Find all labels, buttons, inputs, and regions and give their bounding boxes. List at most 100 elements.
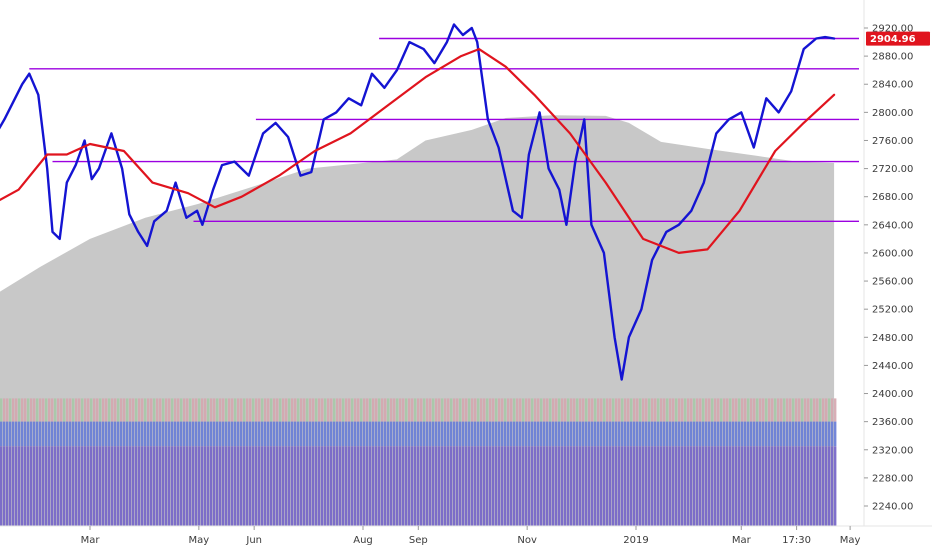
volume-bar bbox=[189, 398, 192, 422]
volume-bar bbox=[534, 421, 537, 447]
volume-bar bbox=[63, 446, 66, 527]
volume-bar bbox=[369, 421, 372, 447]
volume-bar bbox=[321, 398, 324, 422]
volume-bar bbox=[825, 421, 828, 447]
volume-bar bbox=[60, 421, 63, 447]
volume-bar bbox=[522, 421, 525, 447]
volume-bar bbox=[54, 398, 57, 422]
volume-bar bbox=[435, 446, 438, 527]
volume-bar bbox=[87, 398, 90, 422]
volume-bar bbox=[375, 421, 378, 447]
volume-bar bbox=[33, 446, 36, 527]
volume-bar bbox=[372, 421, 375, 447]
volume-bar bbox=[540, 421, 543, 447]
volume-bar bbox=[609, 421, 612, 447]
volume-bar bbox=[384, 421, 387, 447]
volume-bar bbox=[255, 398, 258, 422]
volume-bar bbox=[12, 398, 15, 422]
volume-bar bbox=[555, 421, 558, 447]
volume-bar bbox=[591, 421, 594, 447]
volume-bar bbox=[180, 421, 183, 447]
volume-bar bbox=[276, 421, 279, 447]
volume-bar bbox=[564, 421, 567, 447]
volume-bar bbox=[729, 398, 732, 422]
volume-bar bbox=[780, 398, 783, 422]
volume-bar bbox=[756, 446, 759, 527]
volume-bar bbox=[57, 398, 60, 422]
volume-bar bbox=[246, 446, 249, 527]
volume-bar bbox=[684, 398, 687, 422]
volume-bar bbox=[579, 446, 582, 527]
volume-bar bbox=[633, 446, 636, 527]
volume-bar bbox=[393, 398, 396, 422]
volume-bar bbox=[405, 446, 408, 527]
volume-bar bbox=[495, 398, 498, 422]
volume-bar bbox=[567, 446, 570, 527]
volume-bar bbox=[792, 398, 795, 422]
volume-bar bbox=[192, 398, 195, 422]
volume-bar bbox=[798, 446, 801, 527]
volume-bar bbox=[741, 398, 744, 422]
volume-bar bbox=[828, 446, 831, 527]
volume-bar bbox=[132, 398, 135, 422]
volume-bar bbox=[786, 421, 789, 447]
volume-bar bbox=[726, 398, 729, 422]
volume-bar bbox=[825, 398, 828, 422]
volume-bar bbox=[531, 446, 534, 527]
volume-bar bbox=[198, 446, 201, 527]
volume-bar bbox=[102, 446, 105, 527]
volume-bar bbox=[573, 421, 576, 447]
volume-bar bbox=[144, 446, 147, 527]
x-tick-label: Mar bbox=[732, 535, 752, 546]
volume-bar bbox=[306, 398, 309, 422]
volume-bar bbox=[492, 421, 495, 447]
volume-bar bbox=[525, 421, 528, 447]
volume-bar bbox=[420, 446, 423, 527]
volume-bar bbox=[24, 398, 27, 422]
last-price-label: 2904.96 bbox=[870, 34, 916, 45]
volume-bar bbox=[471, 421, 474, 447]
volume-bar bbox=[21, 421, 24, 447]
volume-bar bbox=[165, 398, 168, 422]
volume-bar bbox=[432, 446, 435, 527]
volume-bar bbox=[249, 398, 252, 422]
volume-bar bbox=[129, 398, 132, 422]
plot-area bbox=[0, 23, 859, 527]
volume-bar bbox=[633, 398, 636, 422]
volume-bar bbox=[156, 421, 159, 447]
volume-bar bbox=[786, 446, 789, 527]
volume-bar bbox=[267, 446, 270, 527]
volume-bar bbox=[768, 446, 771, 527]
volume-bar bbox=[462, 398, 465, 422]
volume-bar bbox=[648, 446, 651, 527]
volume-bar bbox=[342, 398, 345, 422]
volume-bar bbox=[9, 421, 12, 447]
volume-bar bbox=[636, 421, 639, 447]
volume-bar bbox=[831, 446, 834, 527]
volume-bar bbox=[501, 421, 504, 447]
volume-bar bbox=[738, 446, 741, 527]
volume-bar bbox=[315, 446, 318, 527]
volume-bar bbox=[129, 421, 132, 447]
volume-bar bbox=[558, 398, 561, 422]
volume-bar bbox=[696, 421, 699, 447]
volume-bar bbox=[69, 446, 72, 527]
volume-bar bbox=[528, 446, 531, 527]
volume-bar bbox=[18, 446, 21, 527]
volume-bar bbox=[231, 398, 234, 422]
volume-bar bbox=[729, 446, 732, 527]
volume-bar bbox=[537, 421, 540, 447]
volume-bar bbox=[588, 398, 591, 422]
volume-bar bbox=[378, 398, 381, 422]
volume-bar bbox=[75, 446, 78, 527]
volume-bar bbox=[81, 446, 84, 527]
volume-bar bbox=[390, 398, 393, 422]
volume-bar bbox=[489, 421, 492, 447]
volume-bar bbox=[525, 398, 528, 422]
volume-bar bbox=[366, 421, 369, 447]
volume-bar bbox=[243, 398, 246, 422]
volume-bar bbox=[18, 421, 21, 447]
volume-bar bbox=[198, 421, 201, 447]
volume-bar bbox=[633, 421, 636, 447]
volume-bar bbox=[612, 446, 615, 527]
